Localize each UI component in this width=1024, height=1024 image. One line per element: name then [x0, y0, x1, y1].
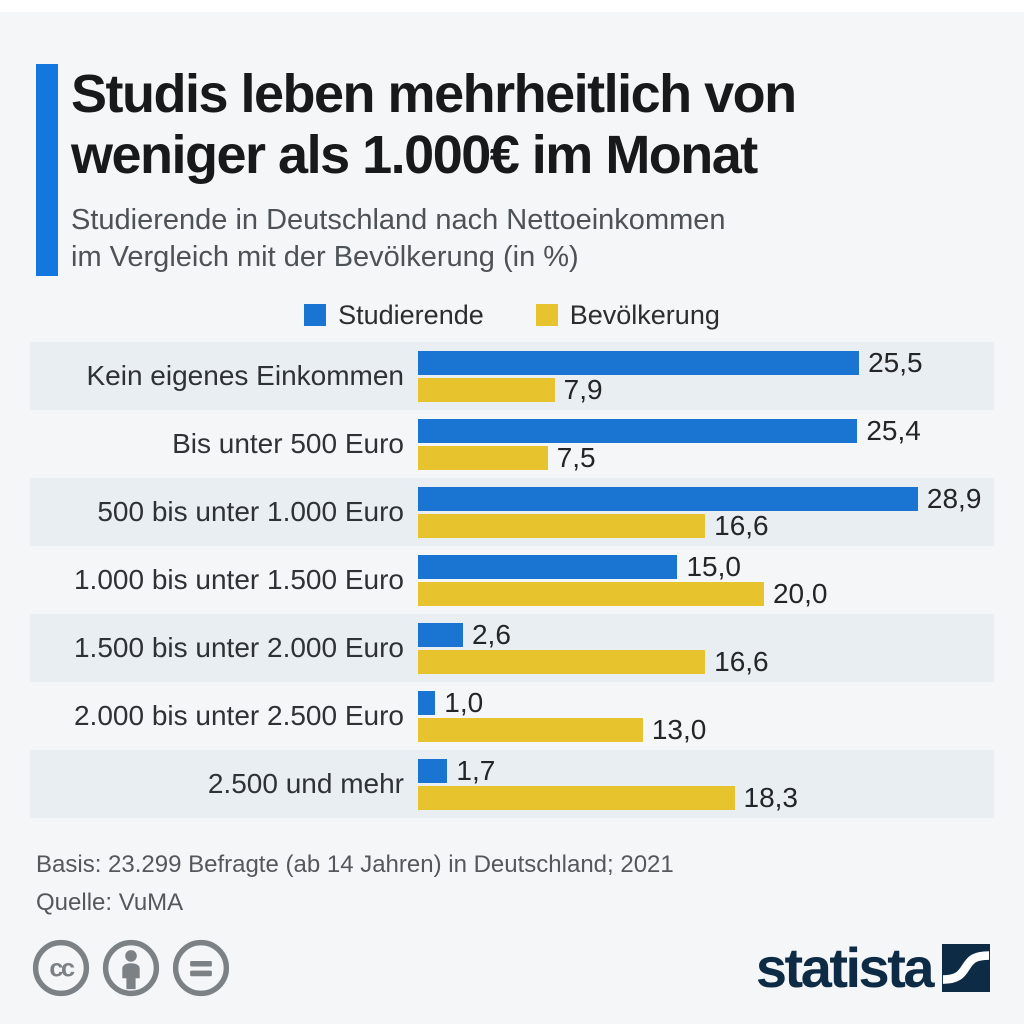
bar-value: 16,6	[714, 509, 769, 541]
bar-line-bevoelkerung: 20,0	[418, 577, 994, 609]
statista-mark-icon	[942, 944, 990, 992]
page-title-line2: weniger als 1.000€ im Monat	[71, 125, 758, 185]
bar	[418, 377, 555, 402]
chart-row: 1.000 bis unter 1.500 Euro 15,0 20,0	[30, 546, 994, 614]
legend-label-bevoelkerung: Bevölkerung	[569, 299, 720, 330]
bar	[418, 581, 764, 606]
license-icons: cc	[32, 939, 230, 997]
bar-line-studierende: 1,0	[418, 686, 994, 718]
row-label: 1.500 bis unter 2.000 Euro	[73, 632, 404, 663]
footer-source: Quelle: VuMA	[36, 889, 184, 916]
subtitle-line1: Studierende in Deutschland nach Nettoein…	[71, 204, 726, 236]
bar-value: 2,6	[471, 618, 511, 650]
bar-line-bevoelkerung: 18,3	[418, 781, 994, 813]
top-strip	[0, 0, 1024, 12]
chart-row: 1.500 bis unter 2.000 Euro 2,6 16,6	[30, 614, 994, 682]
bar	[418, 690, 436, 715]
bar-value: 18,3	[743, 781, 799, 813]
bar-chart: Kein eigenes Einkommen 25,5 7,9 Bis unte…	[30, 342, 994, 818]
bar	[418, 350, 860, 375]
statista-logo[interactable]: statista	[755, 936, 990, 999]
bar-value: 20,0	[772, 577, 828, 609]
chart-row: Kein eigenes Einkommen 25,5 7,9	[30, 342, 994, 410]
chart-legend: Studierende Bevölkerung	[0, 300, 1024, 330]
bar-value: 1,0	[444, 686, 484, 718]
bar-value: 16,6	[714, 645, 769, 677]
row-label: Kein eigenes Einkommen	[86, 360, 404, 391]
title-accent-bar	[36, 64, 58, 276]
bar-group: 25,5 7,9	[418, 346, 994, 405]
chart-row: 500 bis unter 1.000 Euro 28,9 16,6	[30, 478, 994, 546]
bar	[418, 486, 918, 511]
bar-line-studierende: 2,6	[418, 618, 994, 650]
bar-line-bevoelkerung: 16,6	[418, 509, 994, 541]
bar-group: 25,4 7,5	[418, 414, 994, 473]
bar-line-bevoelkerung: 13,0	[418, 713, 994, 745]
subtitle-line2: im Vergleich mit der Bevölkerung (in %)	[71, 241, 579, 273]
legend-swatch-studierende	[304, 304, 327, 326]
page-title-line1: Studis leben mehrheitlich von	[71, 64, 797, 124]
bar-group: 1,0 13,0	[418, 686, 994, 745]
bar-line-studierende: 15,0	[418, 550, 994, 582]
legend-swatch-bevoelkerung	[535, 304, 558, 326]
header-text: Studis leben mehrheitlich von weniger al…	[71, 64, 797, 276]
row-label: 500 bis unter 1.000 Euro	[97, 496, 404, 527]
bar-line-studierende: 28,9	[418, 482, 994, 514]
bar-line-studierende: 1,7	[418, 754, 994, 786]
bottom-bar: cc statista	[32, 938, 990, 998]
bar	[418, 418, 858, 443]
bar-value: 15,0	[686, 550, 741, 582]
footer-basis: Basis: 23.299 Befragte (ab 14 Jahren) in…	[36, 851, 674, 878]
chart-row: Bis unter 500 Euro 25,4 7,5	[30, 410, 994, 478]
header: Studis leben mehrheitlich von weniger al…	[36, 64, 988, 276]
bar-value: 1,7	[456, 754, 496, 786]
chart-row: 2.000 bis unter 2.500 Euro 1,0 13,0	[30, 682, 994, 750]
bar-line-studierende: 25,5	[418, 346, 994, 378]
svg-text:cc: cc	[49, 954, 75, 982]
bar	[418, 622, 463, 647]
bar	[418, 649, 706, 674]
bar	[418, 758, 448, 783]
statista-wordmark: statista	[755, 936, 935, 999]
bar-line-bevoelkerung: 7,9	[418, 373, 994, 405]
bar-group: 28,9 16,6	[418, 482, 994, 541]
bar	[418, 513, 706, 538]
bar-line-studierende: 25,4	[418, 414, 994, 446]
subtitle: Studierende in Deutschland nach Nettoein…	[71, 202, 796, 276]
row-label: Bis unter 500 Euro	[172, 428, 404, 459]
legend-label-studierende: Studierende	[338, 299, 484, 330]
chart-row: 2.500 und mehr 1,7 18,3	[30, 750, 994, 818]
bar	[418, 445, 548, 470]
bar-group: 1,7 18,3	[418, 754, 994, 813]
bar-group: 2,6 16,6	[418, 618, 994, 677]
cc-icon[interactable]: cc	[32, 939, 90, 997]
bar-line-bevoelkerung: 16,6	[418, 645, 994, 677]
bar	[418, 554, 678, 579]
row-label: 1.000 bis unter 1.500 Euro	[73, 564, 404, 595]
no-derivatives-icon[interactable]	[172, 939, 230, 997]
row-label: 2.500 und mehr	[207, 768, 404, 799]
attribution-icon[interactable]	[102, 939, 160, 997]
bar	[418, 717, 643, 742]
row-label: 2.000 bis unter 2.500 Euro	[73, 700, 404, 731]
bar-line-bevoelkerung: 7,5	[418, 441, 994, 473]
bar-value: 7,9	[563, 373, 603, 405]
bar-group: 15,0 20,0	[418, 550, 994, 609]
legend-item-bevoelkerung: Bevölkerung	[535, 299, 720, 331]
bar	[418, 785, 735, 810]
bar-value: 25,4	[866, 414, 921, 446]
bar-value: 28,9	[926, 482, 982, 514]
bar-value: 13,0	[651, 713, 707, 745]
legend-item-studierende: Studierende	[304, 300, 484, 331]
bar-value: 7,5	[556, 441, 596, 473]
footer: Basis: 23.299 Befragte (ab 14 Jahren) in…	[36, 846, 988, 922]
bar-value: 25,5	[868, 346, 923, 378]
